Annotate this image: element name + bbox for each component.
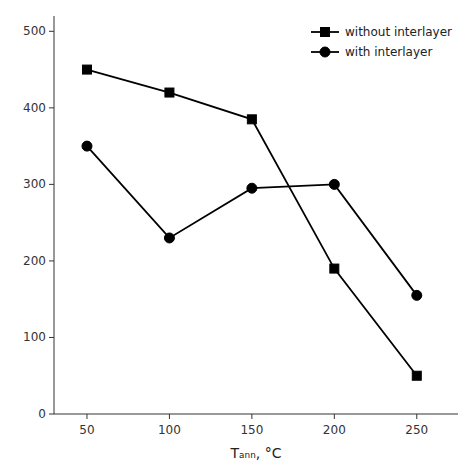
x-tick [86, 414, 87, 419]
line [87, 70, 417, 376]
legend-marker [320, 47, 330, 57]
y-tick [49, 260, 54, 261]
axes: 50 100 150 200 250 0 100 200 300 400 500 [23, 16, 458, 437]
point [329, 179, 339, 189]
y-tick-label: 200 [23, 254, 46, 268]
x-tick-label: 200 [323, 423, 346, 437]
plot-area [82, 65, 422, 380]
y-tick [49, 184, 54, 185]
legend-label: with interlayer [345, 45, 432, 59]
line [87, 146, 417, 295]
x-axis-line [54, 414, 458, 415]
x-tick [251, 414, 252, 419]
y-tick-label: 100 [23, 330, 46, 344]
chart: 50 100 150 200 250 0 100 200 300 400 500 Tₐₙₙ, °C wi… [0, 0, 474, 474]
series [82, 65, 421, 380]
point [82, 141, 92, 151]
y-tick [49, 107, 54, 108]
legend: without interlayer with interlayer [311, 25, 452, 59]
y-axis-line [54, 16, 55, 414]
legend-marker [321, 28, 330, 37]
x-axis-label: Tₐₙₙ, °C [230, 445, 282, 461]
series [82, 141, 422, 300]
point [412, 290, 422, 300]
point [164, 233, 174, 243]
point [247, 115, 256, 124]
y-tick [49, 414, 54, 415]
y-tick-label: 300 [23, 177, 46, 191]
x-tick-label: 250 [405, 423, 428, 437]
y-tick [49, 337, 54, 338]
legend-label: without interlayer [345, 25, 452, 39]
point [412, 371, 421, 380]
x-tick [334, 414, 335, 419]
x-tick-label: 100 [158, 423, 181, 437]
x-tick-label: 150 [240, 423, 263, 437]
y-tick [49, 31, 54, 32]
x-tick [169, 414, 170, 419]
y-tick-label: 0 [38, 407, 46, 421]
point [82, 65, 91, 74]
x-tick-label: 50 [79, 423, 94, 437]
point [247, 183, 257, 193]
point [330, 264, 339, 273]
x-tick [416, 414, 417, 419]
point [165, 88, 174, 97]
y-tick-label: 400 [23, 101, 46, 115]
y-tick-label: 500 [23, 24, 46, 38]
